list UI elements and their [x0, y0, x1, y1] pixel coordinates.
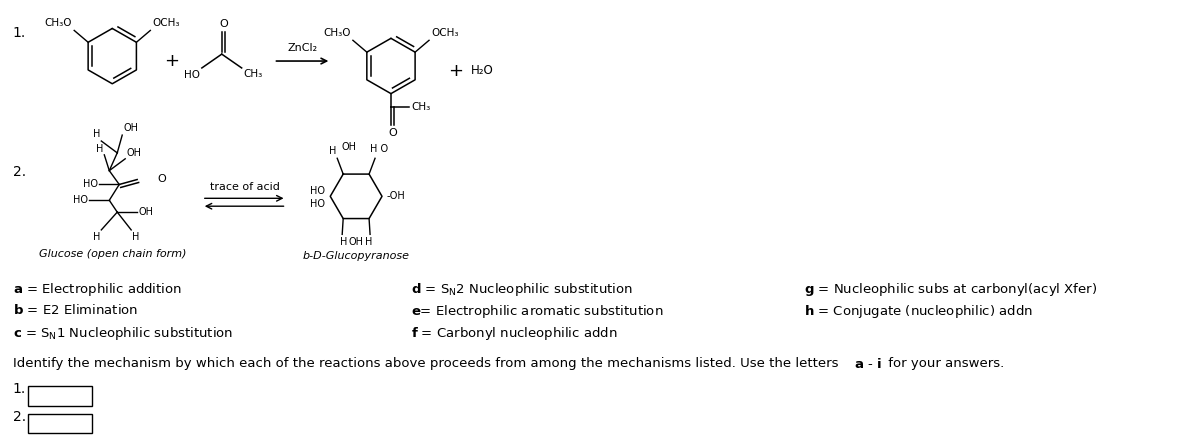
Text: HO: HO: [311, 199, 325, 209]
Text: H: H: [92, 232, 101, 242]
Text: OCH₃: OCH₃: [431, 28, 458, 38]
Text: $\bf{h}$ = Conjugate (nucleophilic) addn: $\bf{h}$ = Conjugate (nucleophilic) addn: [804, 303, 1033, 320]
Text: +: +: [164, 52, 180, 70]
Text: $\bf{e}$= Electrophilic aromatic substitution: $\bf{e}$= Electrophilic aromatic substit…: [410, 303, 664, 320]
Text: H: H: [96, 144, 103, 154]
Text: CH₃O: CH₃O: [44, 19, 72, 28]
Text: HO: HO: [83, 179, 98, 190]
Text: for your answers.: for your answers.: [883, 357, 1004, 370]
Text: HO: HO: [311, 186, 325, 196]
Text: CH₃: CH₃: [410, 103, 430, 112]
Text: H₂O: H₂O: [470, 64, 493, 77]
Text: 1.: 1.: [13, 382, 26, 396]
Text: OCH₃: OCH₃: [152, 19, 180, 28]
Text: O: O: [218, 20, 228, 29]
Bar: [28, 413, 92, 433]
Text: 1.: 1.: [13, 27, 26, 40]
Text: 2.: 2.: [13, 410, 26, 424]
Text: O: O: [157, 174, 166, 183]
Text: H: H: [132, 232, 139, 242]
Text: H O: H O: [370, 144, 388, 155]
Text: trace of acid: trace of acid: [210, 182, 280, 192]
Text: $\bf{a}$ = Electrophilic addition: $\bf{a}$ = Electrophilic addition: [13, 281, 181, 298]
Text: OH: OH: [126, 148, 142, 158]
Text: $\bf{b}$ = E2 Elimination: $\bf{b}$ = E2 Elimination: [13, 303, 138, 317]
Text: OH: OH: [138, 207, 154, 217]
Text: $\bf{a}$ - $\bf{i}$: $\bf{a}$ - $\bf{i}$: [854, 357, 882, 371]
Text: $\bf{g}$ = Nucleophilic subs at carbonyl(acyl Xfer): $\bf{g}$ = Nucleophilic subs at carbonyl…: [804, 281, 1097, 298]
Text: Glucose (open chain form): Glucose (open chain form): [38, 249, 186, 259]
Text: H: H: [365, 238, 373, 247]
Text: HO: HO: [73, 195, 89, 205]
Text: OH: OH: [342, 143, 356, 152]
Text: H: H: [92, 129, 101, 139]
Text: CH₃O: CH₃O: [324, 28, 350, 38]
Text: b-D-Glucopyranose: b-D-Glucopyranose: [302, 250, 409, 261]
Text: +: +: [448, 62, 463, 80]
Text: HO: HO: [184, 70, 200, 80]
Bar: [28, 386, 92, 406]
Text: $\bf{c}$ = S$_\mathrm{N}$1 Nucleophilic substitution: $\bf{c}$ = S$_\mathrm{N}$1 Nucleophilic …: [13, 325, 233, 342]
Text: -OH: -OH: [386, 191, 406, 201]
Text: H: H: [329, 147, 336, 156]
Text: CH₃: CH₃: [244, 69, 263, 79]
Text: 2.: 2.: [13, 165, 26, 179]
Text: OH: OH: [124, 123, 138, 133]
Text: $\bf{d}$ = S$_\mathrm{N}$2 Nucleophilic substitution: $\bf{d}$ = S$_\mathrm{N}$2 Nucleophilic …: [410, 281, 632, 298]
Text: Identify the mechanism by which each of the reactions above proceeds from among : Identify the mechanism by which each of …: [13, 357, 842, 370]
Text: O: O: [388, 128, 397, 138]
Text: OH: OH: [349, 238, 364, 247]
Text: ZnCl₂: ZnCl₂: [287, 43, 318, 53]
Text: $\bf{f}$ = Carbonyl nucleophilic addn: $\bf{f}$ = Carbonyl nucleophilic addn: [410, 325, 617, 342]
Text: H: H: [340, 238, 347, 247]
